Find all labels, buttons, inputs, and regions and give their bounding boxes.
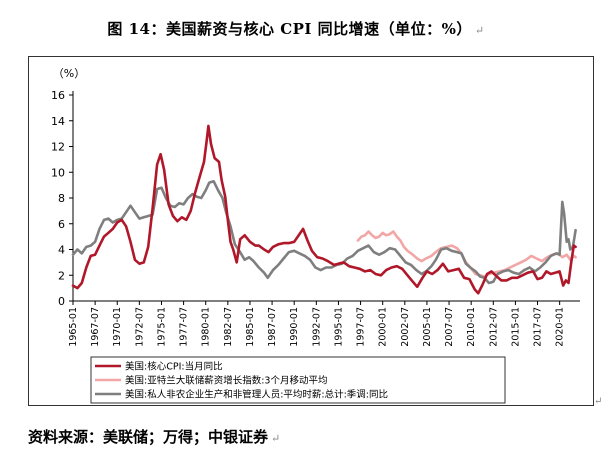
x-tick-label: 1997-07 xyxy=(356,307,367,347)
figure-title-text: 图 14：美国薪资与核心 CPI 同比增速（单位：%） xyxy=(107,20,472,38)
figure-title: 图 14：美国薪资与核心 CPI 同比增速（单位：%） ↵ xyxy=(0,18,592,39)
x-tick-label: 1982-07 xyxy=(223,307,234,347)
series-line-hourly-earnings xyxy=(71,180,577,285)
y-tick-label: 6 xyxy=(58,218,65,231)
y-tick-label: 2 xyxy=(58,269,65,282)
x-tick-label: 2007-07 xyxy=(444,307,455,347)
frame-return-mark: ↵ xyxy=(594,396,603,407)
source-return-mark: ↵ xyxy=(271,432,281,445)
x-tick-label: 1990-01 xyxy=(289,307,300,347)
y-tick-label: 4 xyxy=(58,244,65,257)
x-tick-label: 1965-01 xyxy=(68,307,79,347)
x-tick-label: 1975-01 xyxy=(156,307,167,347)
x-tick-label: 2005-01 xyxy=(422,307,433,347)
x-tick-label: 2002-07 xyxy=(400,307,411,347)
return-mark: ↵ xyxy=(474,24,485,37)
y-unit-label: （%） xyxy=(53,67,85,80)
x-tick-label: 1967-07 xyxy=(90,307,101,347)
series-line-atlanta-wage xyxy=(356,230,577,278)
y-tick-label: 8 xyxy=(58,192,65,205)
series-line-core-cpi xyxy=(71,124,577,295)
x-tick-label: 2010-01 xyxy=(466,307,477,347)
x-tick-label: 1970-01 xyxy=(112,307,123,347)
chart-frame: （%） 0 2 4 6 8 10 12 14 16 1965-01 1967-07 1970-01 197… xyxy=(28,56,594,406)
x-tick-label: 1972-07 xyxy=(134,307,145,347)
x-tick-label: 1985-01 xyxy=(245,307,256,347)
x-tick-label: 1992-07 xyxy=(311,307,322,347)
legend-label-atlanta-wage: 美国:亚特兰大联储薪资增长指数:3个月移动平均 xyxy=(125,375,327,387)
x-tick-label: 1987-07 xyxy=(267,307,278,347)
x-tick-label: 1977-07 xyxy=(179,307,190,347)
x-tick-label: 2017-07 xyxy=(533,307,544,347)
source-text: 资料来源：美联储；万得；中银证券 xyxy=(28,428,269,446)
x-tick-label: 2015-01 xyxy=(510,307,521,347)
y-tick-label: 16 xyxy=(51,89,65,102)
source-note: 资料来源：美联储；万得；中银证券 ↵ xyxy=(28,426,280,447)
x-tick-label: 1980-01 xyxy=(201,307,212,347)
series-lines xyxy=(71,124,577,295)
x-tick-label: 1995-01 xyxy=(333,307,344,347)
y-tick-label: 14 xyxy=(51,115,65,128)
x-tick-label: 2012-07 xyxy=(488,307,499,347)
line-chart: （%） 0 2 4 6 8 10 12 14 16 1965-01 1967-07 1970-01 197… xyxy=(51,67,580,404)
x-tick-label: 2020-01 xyxy=(555,307,566,347)
legend: 美国:核心CPI:当月同比美国:亚特兰大联储薪资增长指数:3个月移动平均美国:私… xyxy=(90,356,506,404)
y-tick-label: 10 xyxy=(51,166,65,179)
legend-label-hourly-earnings: 美国:私人非农企业生产和非管理人员:平均时薪:总计:季调:同比 xyxy=(125,389,388,401)
x-tick-label: 2000-01 xyxy=(378,307,389,347)
y-tick-label: 12 xyxy=(51,141,65,154)
legend-label-core-cpi: 美国:核心CPI:当月同比 xyxy=(125,361,223,373)
axes: （%） 0 2 4 6 8 10 12 14 16 1965-01 1967-07 1970-01 197… xyxy=(51,67,580,347)
legend-box xyxy=(90,356,506,404)
y-tick-label: 0 xyxy=(58,295,65,308)
